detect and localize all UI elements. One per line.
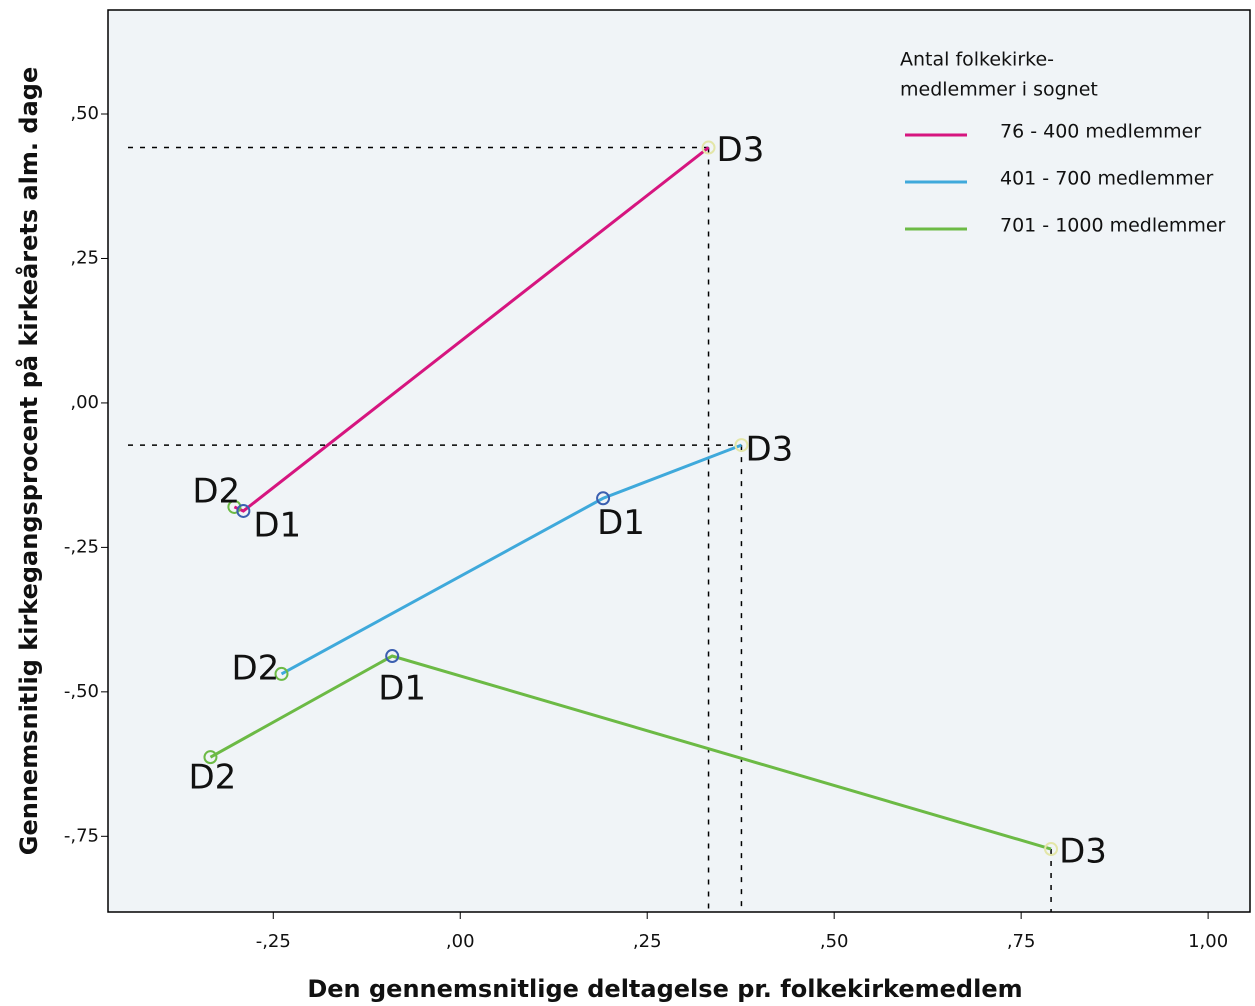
point bbox=[203, 750, 218, 765]
x-axis-title: Den gennemsnitlige deltagelse pr. folkek… bbox=[307, 975, 1022, 1003]
series-line bbox=[280, 443, 742, 676]
y-axis-title: Gennemsnitlig kirkegangsprocent på kirke… bbox=[14, 67, 43, 855]
point-label: D2 bbox=[232, 648, 280, 688]
legend-label: 401 - 700 medlemmer bbox=[1000, 168, 1213, 190]
legend-label: 701 - 1000 medlemmer bbox=[1000, 215, 1226, 237]
point bbox=[1044, 842, 1059, 857]
series-line bbox=[209, 654, 1052, 851]
legend-title: Antal folkekirke- bbox=[900, 49, 1054, 71]
x-tick-label: -,25 bbox=[256, 931, 291, 952]
x-tick-label: ,00 bbox=[446, 931, 475, 952]
point bbox=[701, 140, 716, 155]
y-tick-label: -,75 bbox=[64, 825, 99, 846]
legend-title: medlemmer i sognet bbox=[900, 79, 1098, 101]
y-tick-label: ,50 bbox=[70, 103, 99, 124]
y-tick-label: ,00 bbox=[70, 392, 99, 413]
point-label: D3 bbox=[1059, 832, 1107, 872]
point-label: D3 bbox=[717, 130, 765, 170]
point-label: D1 bbox=[378, 669, 426, 709]
point-label: D2 bbox=[188, 758, 236, 798]
point bbox=[236, 503, 251, 518]
y-tick-label: -,25 bbox=[64, 536, 99, 557]
point-label: D1 bbox=[597, 503, 645, 543]
y-tick-label: -,50 bbox=[64, 681, 99, 702]
x-tick-label: 1,00 bbox=[1188, 931, 1228, 952]
y-tick-label: ,25 bbox=[70, 247, 99, 268]
point-label: D3 bbox=[745, 430, 793, 470]
point-label: D2 bbox=[192, 471, 240, 511]
legend-label: 76 - 400 medlemmer bbox=[1000, 121, 1201, 143]
x-tick-label: ,50 bbox=[820, 931, 849, 952]
plot-area bbox=[107, 9, 1251, 913]
point-label: D1 bbox=[253, 505, 301, 545]
point bbox=[274, 666, 289, 681]
x-tick-label: ,75 bbox=[1007, 931, 1036, 952]
point bbox=[385, 649, 400, 664]
x-tick-label: ,25 bbox=[633, 931, 662, 952]
point bbox=[596, 491, 611, 506]
point bbox=[734, 438, 749, 453]
